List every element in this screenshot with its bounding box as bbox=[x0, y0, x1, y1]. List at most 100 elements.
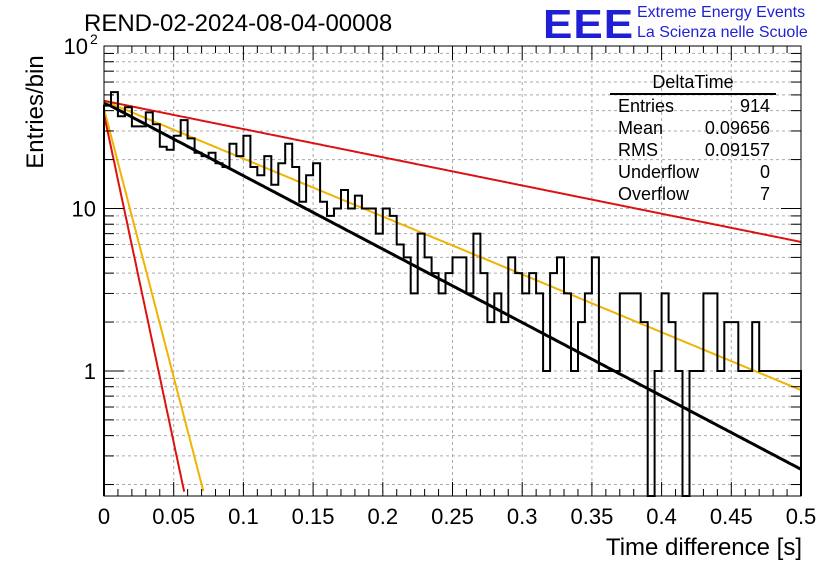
logo-line-2: La Scienza nelle Scuole bbox=[637, 24, 808, 41]
histogram-bin bbox=[759, 371, 766, 496]
logo-line-1: Extreme Energy Events bbox=[637, 4, 806, 21]
histogram-bin bbox=[369, 209, 376, 497]
histogram-bin bbox=[676, 371, 683, 496]
histogram-bin bbox=[125, 107, 132, 496]
stats-row-overflow: Overflow 7 bbox=[610, 183, 776, 205]
histogram-bin bbox=[501, 322, 508, 496]
y-axis-title: Entries/bin bbox=[22, 55, 49, 169]
histogram-bin bbox=[243, 136, 250, 496]
stats-value: 0 bbox=[759, 162, 770, 182]
histogram-outline bbox=[103, 91, 802, 497]
histogram-bin bbox=[571, 371, 578, 496]
x-tick-label: 0.4 bbox=[646, 504, 677, 529]
histogram-bin bbox=[341, 190, 348, 496]
y-tick-exponent: 2 bbox=[90, 31, 98, 47]
histogram-bin bbox=[487, 322, 494, 496]
histogram-bin bbox=[348, 209, 355, 497]
histogram-bin bbox=[731, 322, 738, 496]
histogram-bin bbox=[515, 273, 522, 496]
histogram-bin bbox=[334, 209, 341, 497]
histogram-bin bbox=[174, 136, 181, 496]
histogram-bin bbox=[641, 322, 648, 496]
histogram-bin bbox=[216, 163, 223, 496]
stats-value: 7 bbox=[759, 184, 770, 204]
x-tick-label: 0 bbox=[98, 504, 110, 529]
histogram-bin bbox=[529, 273, 536, 496]
histogram-bin bbox=[745, 371, 752, 496]
histogram-bin bbox=[690, 371, 697, 496]
histogram-bin bbox=[466, 293, 473, 496]
logo: EEE bbox=[543, 2, 635, 48]
histogram-bin bbox=[439, 293, 446, 496]
histogram-bin bbox=[620, 293, 627, 496]
histogram-bin bbox=[236, 156, 243, 496]
fit-curve bbox=[103, 99, 802, 243]
histogram-bin bbox=[411, 293, 418, 496]
histogram-bin bbox=[606, 371, 613, 496]
stats-title: DeltaTime bbox=[610, 72, 776, 95]
histogram-bin bbox=[139, 126, 146, 496]
histogram-bin bbox=[773, 371, 780, 496]
x-tick-label: 0.35 bbox=[570, 504, 613, 529]
x-tick-label: 0.5 bbox=[786, 504, 817, 529]
axis-ticks bbox=[103, 45, 802, 496]
histogram-bin bbox=[738, 371, 745, 496]
histogram-bin bbox=[724, 322, 731, 496]
histogram-bin bbox=[104, 106, 111, 496]
histogram-bin bbox=[752, 322, 759, 496]
histogram-bin bbox=[446, 273, 453, 496]
histogram-bin bbox=[564, 293, 571, 496]
histogram-bin bbox=[550, 273, 557, 496]
histogram-bin bbox=[494, 293, 501, 496]
stats-row-mean: Mean 0.09656 bbox=[610, 117, 776, 139]
histogram-bin bbox=[710, 293, 717, 496]
x-tick-label: 0.45 bbox=[710, 504, 753, 529]
histogram-bin bbox=[146, 112, 153, 496]
x-tick-label: 0.1 bbox=[228, 504, 259, 529]
y-tick-label: 1 bbox=[84, 359, 96, 384]
histogram-bin bbox=[132, 126, 139, 496]
histogram-bin bbox=[696, 371, 703, 496]
histogram-bin bbox=[717, 371, 724, 496]
stats-value: 0.09157 bbox=[704, 140, 770, 160]
histogram-bin bbox=[257, 175, 264, 496]
histogram-bin bbox=[578, 322, 585, 496]
x-tick-labels: 0 0.05 0.1 0.15 0.2 0.25 0.3 0.35 0.4 0.45 0.5 bbox=[98, 504, 816, 529]
histogram-bin bbox=[299, 202, 306, 496]
histogram-bin bbox=[787, 371, 794, 496]
stats-label: Underflow bbox=[618, 162, 700, 182]
stats-row-rms: RMS 0.09157 bbox=[610, 139, 776, 161]
histogram-bin bbox=[306, 175, 313, 496]
stats-label: RMS bbox=[618, 140, 658, 160]
stats-box: DeltaTime Entries 914 Mean 0.09656 RMS 0… bbox=[610, 72, 776, 205]
histogram-bin bbox=[264, 156, 271, 496]
x-tick-label: 0.05 bbox=[152, 504, 195, 529]
histogram-bin bbox=[662, 293, 669, 496]
histogram-bin bbox=[355, 196, 362, 496]
histogram-bin bbox=[703, 293, 710, 496]
histogram-bin bbox=[278, 163, 285, 496]
stats-row-entries: Entries 914 bbox=[610, 95, 776, 117]
histogram-bin bbox=[230, 144, 237, 496]
histogram bbox=[103, 91, 802, 497]
histogram-bin bbox=[160, 147, 167, 496]
x-tick-label: 0.25 bbox=[431, 504, 474, 529]
histogram-bin bbox=[613, 371, 620, 496]
x-tick-label: 0.15 bbox=[292, 504, 335, 529]
histogram-bin bbox=[195, 153, 202, 496]
histogram-bin bbox=[167, 150, 174, 496]
fit-curve bbox=[103, 108, 205, 492]
histogram-bin bbox=[271, 185, 278, 496]
fit-curve bbox=[103, 114, 186, 492]
histogram-bin bbox=[543, 371, 550, 496]
histogram-bin bbox=[599, 371, 606, 496]
histogram-bin bbox=[480, 273, 487, 496]
x-axis-title: Time difference [s] bbox=[605, 534, 802, 561]
histogram-bin bbox=[397, 245, 404, 497]
histogram-bin bbox=[181, 120, 188, 496]
x-tick-label: 0.3 bbox=[507, 504, 538, 529]
histogram-bin bbox=[362, 209, 369, 497]
x-tick-label: 0.2 bbox=[368, 504, 399, 529]
